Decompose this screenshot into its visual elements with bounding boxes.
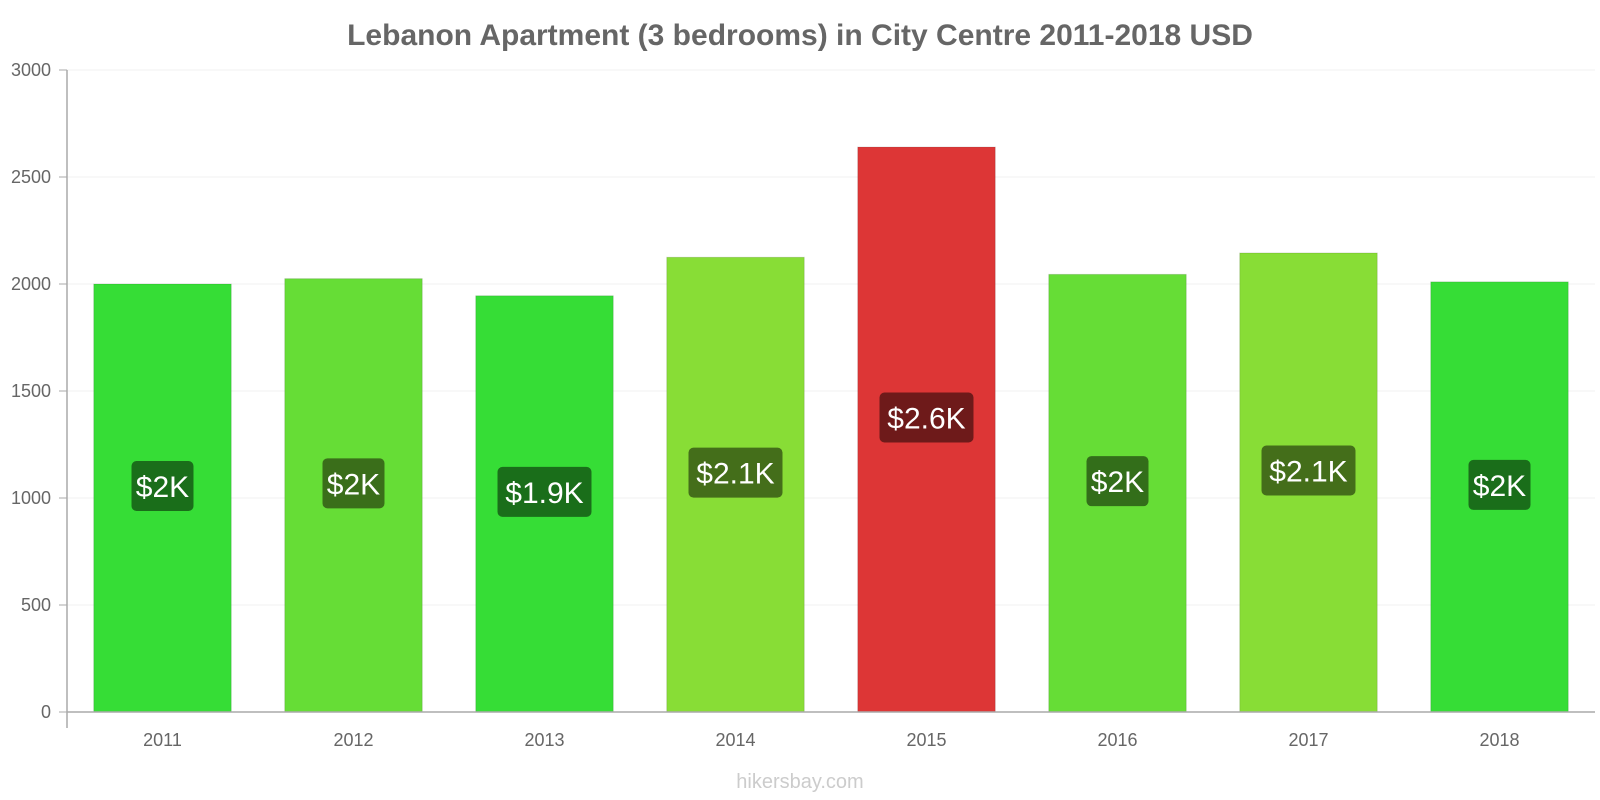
data-label-box — [497, 466, 592, 517]
data-label-box — [1261, 445, 1356, 496]
data-label-box — [1086, 456, 1149, 507]
data-label-box — [1468, 459, 1531, 510]
data-label: $2.6K — [887, 403, 965, 436]
data-label: $2.1K — [696, 458, 774, 491]
x-tick-label: 2012 — [333, 730, 373, 750]
data-label: $2K — [1473, 470, 1526, 503]
x-tick-label: 2011 — [143, 730, 182, 750]
chart-title: Lebanon Apartment (3 bedrooms) in City C… — [347, 19, 1253, 52]
x-tick-label: 2018 — [1479, 730, 1519, 750]
data-label-box — [131, 461, 194, 511]
data-label: $2K — [327, 468, 380, 501]
x-tick-label: 2013 — [524, 730, 564, 750]
data-label: $1.9K — [505, 477, 583, 510]
y-tick-label: 0 — [41, 702, 51, 722]
x-tick-label: 2016 — [1097, 730, 1137, 750]
axes: 0 500 1000 1500 2000 2500 3000 2011 2012 2013 2014… — [11, 60, 1595, 750]
data-label-box — [322, 458, 385, 509]
x-tick-label: 2017 — [1288, 730, 1328, 750]
y-tick-label: 2000 — [11, 274, 51, 294]
data-label: $2.1K — [1269, 455, 1347, 488]
y-tick-label: 1500 — [11, 381, 51, 401]
y-tick-label: 500 — [21, 595, 51, 615]
y-tick-label: 1000 — [11, 488, 51, 508]
data-label-box — [879, 392, 974, 443]
data-labels: $2K $2K $1.9K $2.1K $2.6K $2K $2.1K $2K — [131, 392, 1531, 517]
source-footer: hikersbay.com — [736, 771, 863, 793]
bars — [93, 146, 1569, 713]
x-tick-label: 2015 — [906, 730, 946, 750]
data-label-box — [688, 447, 783, 498]
data-label: $2K — [1091, 466, 1144, 499]
y-tick-label: 3000 — [11, 60, 51, 80]
y-tick-label: 2500 — [11, 167, 51, 187]
data-label: $2K — [136, 471, 189, 504]
x-tick-label: 2014 — [715, 730, 755, 750]
